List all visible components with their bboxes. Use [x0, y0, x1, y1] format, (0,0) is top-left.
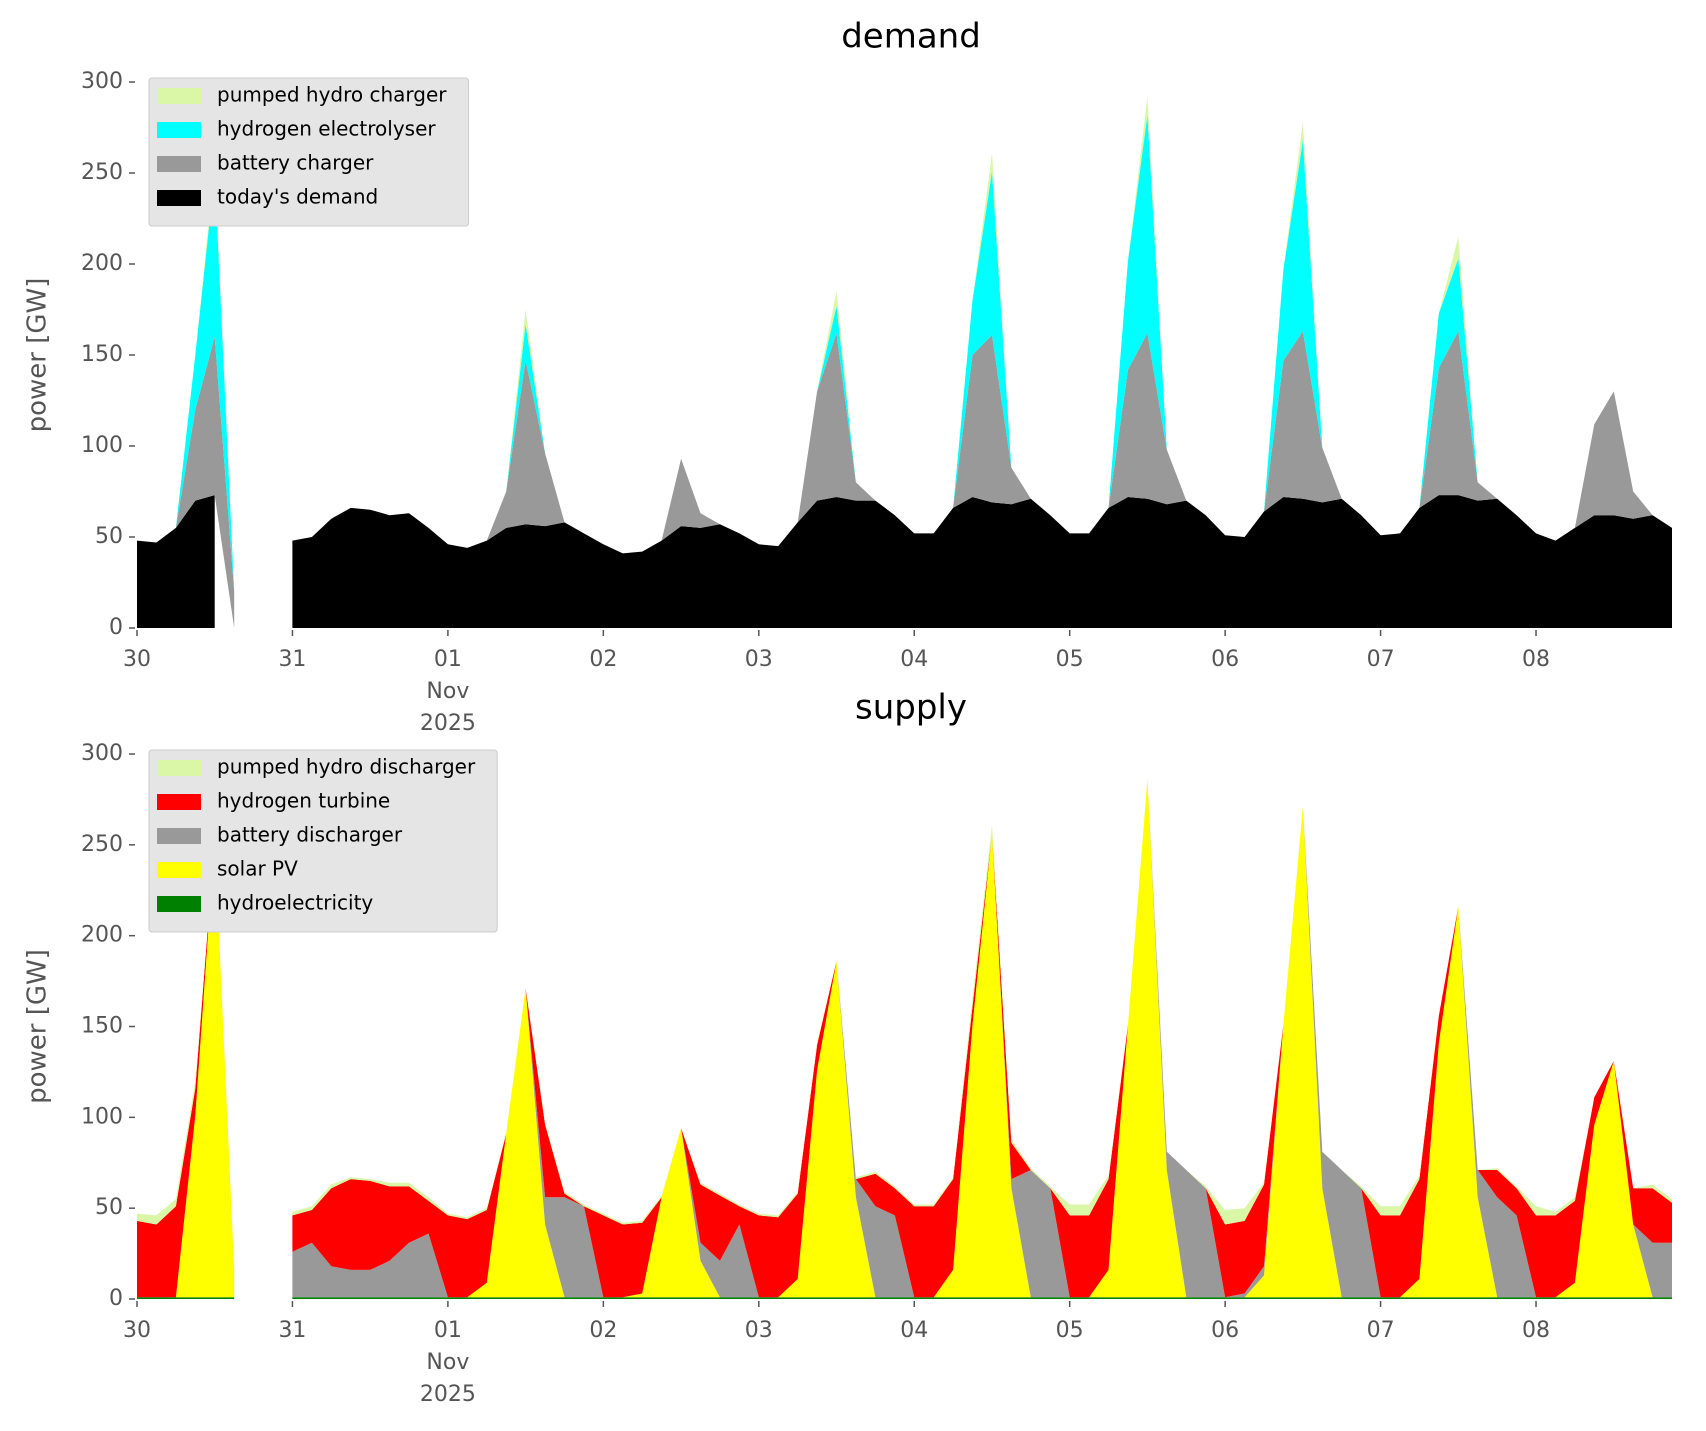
- x-tick-label: 06: [1211, 1318, 1239, 1343]
- y-axis-label: power [GW]: [23, 949, 53, 1104]
- y-axis-label: power [GW]: [23, 278, 53, 433]
- legend: pumped hydro charger hydrogen electrolyse…: [148, 77, 470, 227]
- y-tick-label: 300: [81, 69, 123, 94]
- x-tick-label: 30: [123, 1318, 151, 1343]
- y-tick-label: 200: [81, 251, 123, 276]
- y-tick-label: 0: [109, 1286, 123, 1311]
- y-tick-label: 150: [81, 342, 123, 367]
- x-tick-label: 02: [589, 647, 617, 672]
- x-tick-label: 30: [123, 647, 151, 672]
- legend-label: battery charger: [217, 151, 374, 175]
- x-tick-year: 2025: [420, 1382, 476, 1407]
- x-tick-year: 2025: [420, 711, 476, 736]
- legend-label: battery discharger: [217, 823, 403, 847]
- legend-swatch: [157, 122, 201, 138]
- area: [137, 1297, 1672, 1299]
- legend-swatch: [157, 760, 201, 776]
- legend-box: [148, 77, 470, 227]
- chart-title: supply: [855, 688, 967, 728]
- legend: pumped hydro discharger hydrogen turbine b…: [148, 749, 498, 933]
- legend-swatch: [157, 190, 201, 206]
- area: [137, 331, 1672, 628]
- legend-swatch: [157, 862, 201, 878]
- area: [137, 779, 1672, 1298]
- legend-swatch: [157, 156, 201, 172]
- legend-label: hydrogen turbine: [217, 789, 390, 813]
- x-tick-label: 31: [278, 1318, 306, 1343]
- y-tick-label: 50: [95, 1195, 123, 1220]
- x-tick-label: 31: [278, 647, 306, 672]
- x-tick-label: 05: [1056, 647, 1084, 672]
- legend-label: solar PV: [217, 857, 298, 881]
- x-tick-month: Nov: [426, 1350, 469, 1375]
- legend-label: today's demand: [217, 185, 378, 209]
- area: [137, 495, 1672, 628]
- y-tick-label: 300: [81, 741, 123, 766]
- y-tick-label: 250: [81, 832, 123, 857]
- y-tick-label: 150: [81, 1014, 123, 1039]
- x-tick-label: 04: [900, 647, 928, 672]
- y-tick-label: 0: [109, 615, 123, 640]
- x-tick-label: 05: [1056, 1318, 1084, 1343]
- x-tick-label: 07: [1367, 1318, 1395, 1343]
- legend-swatch: [157, 794, 201, 810]
- legend-swatch: [157, 828, 201, 844]
- x-tick-label: 04: [900, 1318, 928, 1343]
- y-tick-label: 250: [81, 160, 123, 185]
- legend-label: hydroelectricity: [217, 891, 373, 915]
- legend-swatch: [157, 896, 201, 912]
- area: [137, 779, 1672, 1298]
- legend-box: [148, 749, 498, 933]
- x-tick-label: 08: [1522, 1318, 1550, 1343]
- y-tick-label: 100: [81, 433, 123, 458]
- legend-label: pumped hydro discharger: [217, 755, 476, 779]
- y-tick-label: 200: [81, 923, 123, 948]
- x-tick-label: 01: [434, 647, 462, 672]
- x-tick-label: 06: [1211, 647, 1239, 672]
- x-tick-label: 03: [745, 1318, 773, 1343]
- x-tick-label: 01: [434, 1318, 462, 1343]
- y-tick-label: 50: [95, 524, 123, 549]
- chart-title: demand: [841, 17, 981, 57]
- x-tick-label: 07: [1367, 647, 1395, 672]
- legend-label: pumped hydro charger: [217, 83, 447, 107]
- x-tick-month: Nov: [426, 679, 469, 704]
- y-tick-label: 100: [81, 1104, 123, 1129]
- x-tick-label: 02: [589, 1318, 617, 1343]
- legend-swatch: [157, 88, 201, 104]
- legend-label: hydrogen electrolyser: [217, 117, 436, 141]
- x-tick-label: 03: [745, 647, 773, 672]
- x-tick-label: 08: [1522, 647, 1550, 672]
